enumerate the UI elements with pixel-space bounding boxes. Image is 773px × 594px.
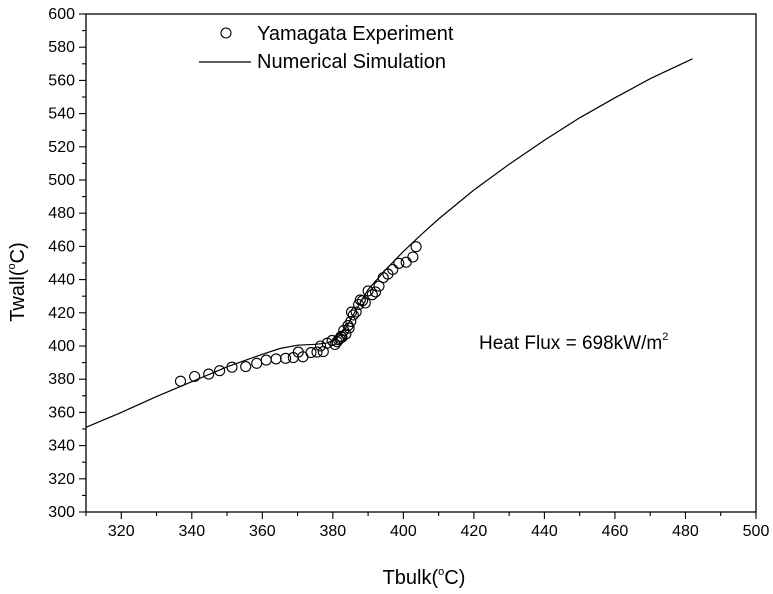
plot-area-frame [85,13,757,513]
y-tick-label: 420 [48,305,75,322]
experiment-point [400,256,412,268]
experiment-point [369,286,382,298]
axis-ticks [79,13,757,519]
heat-flux-annotation: Heat Flux = 698kW/m2 [479,331,668,354]
y-tick-label: 500 [48,172,75,189]
experiment-point [393,257,405,269]
experiment-point [347,309,359,321]
y-tick-label: 460 [48,238,75,255]
experiment-point [280,352,292,364]
experiment-point [214,365,226,377]
y-tick-label: 580 [48,39,75,56]
experiment-point [387,263,399,276]
y-tick-label: 360 [48,404,75,421]
experiment-point [305,347,317,359]
x-tick-label: 500 [743,523,770,540]
experiment-point [336,331,348,343]
experiment-point [343,322,355,334]
experiment-point [240,361,252,373]
x-tick-label: 360 [249,523,276,540]
x-tick-label: 420 [461,523,488,540]
y-tick-label: 300 [48,504,75,521]
numerical-simulation-line [85,58,693,428]
y-tick-label: 540 [48,106,75,123]
experiment-point [340,328,352,340]
x-tick-label: 340 [178,523,205,540]
experiment-point [189,370,201,383]
x-tick-label: 480 [672,523,699,540]
x-tick-label: 320 [108,523,135,540]
experiment-point [366,289,378,301]
experiment-point [353,298,365,311]
experiment-point [251,357,263,369]
y-tick-label: 320 [48,471,75,488]
y-tick-label: 340 [48,438,75,455]
experiment-point [226,361,238,373]
experiment-point [350,306,362,318]
experiment-point [410,241,422,253]
y-tick-label: 440 [48,272,75,289]
y-axis-title: Twall(oC) [6,242,29,321]
experiment-point [203,368,215,380]
experiment-point [345,315,357,327]
x-tick-label: 440 [531,523,558,540]
legend-simulation-label: Numerical Simulation [257,51,446,73]
experiment-points [174,241,422,387]
experiment-point [332,334,345,346]
y-tick-label: 380 [48,371,75,388]
experiment-point [270,353,282,365]
experiment-point [314,340,327,352]
y-tick-label: 520 [48,139,75,156]
experiment-point [345,306,358,318]
experiment-point [311,346,323,358]
axis-tick-labels: 320 340 360 380 400 420 440 460 480 500 300 320 340 3… [48,6,769,540]
experiment-point [407,251,419,263]
y-tick-label: 400 [48,338,75,355]
y-tick-label: 600 [48,6,75,23]
legend-experiment-marker [220,27,232,39]
experiment-point [174,375,187,387]
x-tick-label: 460 [602,523,629,540]
x-axis-title: Tbulk(oC) [383,566,466,589]
experiment-point [359,297,371,309]
legend: Yamagata Experiment Numerical Simulation [199,23,454,73]
y-tick-label: 480 [48,205,75,222]
experiment-point [356,295,369,307]
x-tick-label: 380 [319,523,346,540]
x-tick-label: 400 [390,523,417,540]
experiment-point [362,285,374,297]
y-tick-label: 560 [48,72,75,89]
legend-experiment-label: Yamagata Experiment [257,23,454,45]
experiment-point [260,354,272,366]
